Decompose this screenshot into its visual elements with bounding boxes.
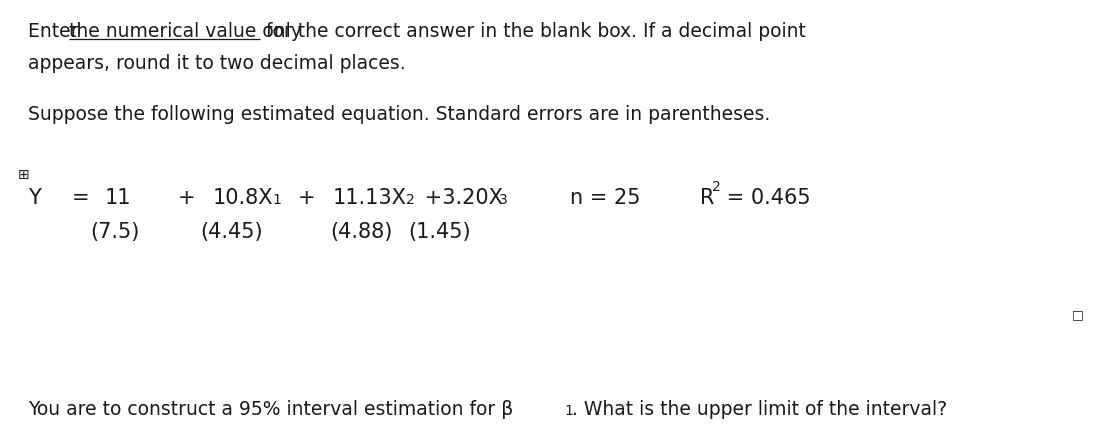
Text: 1: 1: [272, 193, 281, 207]
Text: ⊞: ⊞: [18, 168, 30, 182]
Text: 2: 2: [712, 180, 721, 194]
Text: □: □: [1072, 308, 1083, 321]
Text: +: +: [179, 188, 196, 208]
Text: . What is the upper limit of the interval?: . What is the upper limit of the interva…: [572, 400, 947, 419]
Text: You are to construct a 95% interval estimation for β: You are to construct a 95% interval esti…: [28, 400, 514, 419]
Text: 11.13X: 11.13X: [333, 188, 407, 208]
Text: +: +: [298, 188, 315, 208]
Text: =: =: [72, 188, 89, 208]
Text: = 0.465: = 0.465: [720, 188, 811, 208]
Text: 3: 3: [499, 193, 508, 207]
Text: (4.45): (4.45): [199, 222, 262, 242]
Text: appears, round it to two decimal places.: appears, round it to two decimal places.: [28, 54, 406, 73]
Text: Enter: Enter: [28, 22, 85, 41]
Text: Suppose the following estimated equation. Standard errors are in parentheses.: Suppose the following estimated equation…: [28, 105, 770, 124]
Text: n = 25: n = 25: [570, 188, 640, 208]
Text: 10.8X: 10.8X: [213, 188, 273, 208]
Text: (4.88): (4.88): [329, 222, 392, 242]
Text: 1: 1: [564, 404, 573, 418]
Text: 11: 11: [105, 188, 131, 208]
Text: the numerical value only: the numerical value only: [69, 22, 302, 41]
Text: (7.5): (7.5): [90, 222, 139, 242]
Text: (1.45): (1.45): [408, 222, 471, 242]
Text: R: R: [700, 188, 714, 208]
Text: for the correct answer in the blank box. If a decimal point: for the correct answer in the blank box.…: [260, 22, 806, 41]
Text: 2: 2: [406, 193, 414, 207]
Text: Y: Y: [28, 188, 41, 208]
Text: +3.20X: +3.20X: [418, 188, 503, 208]
